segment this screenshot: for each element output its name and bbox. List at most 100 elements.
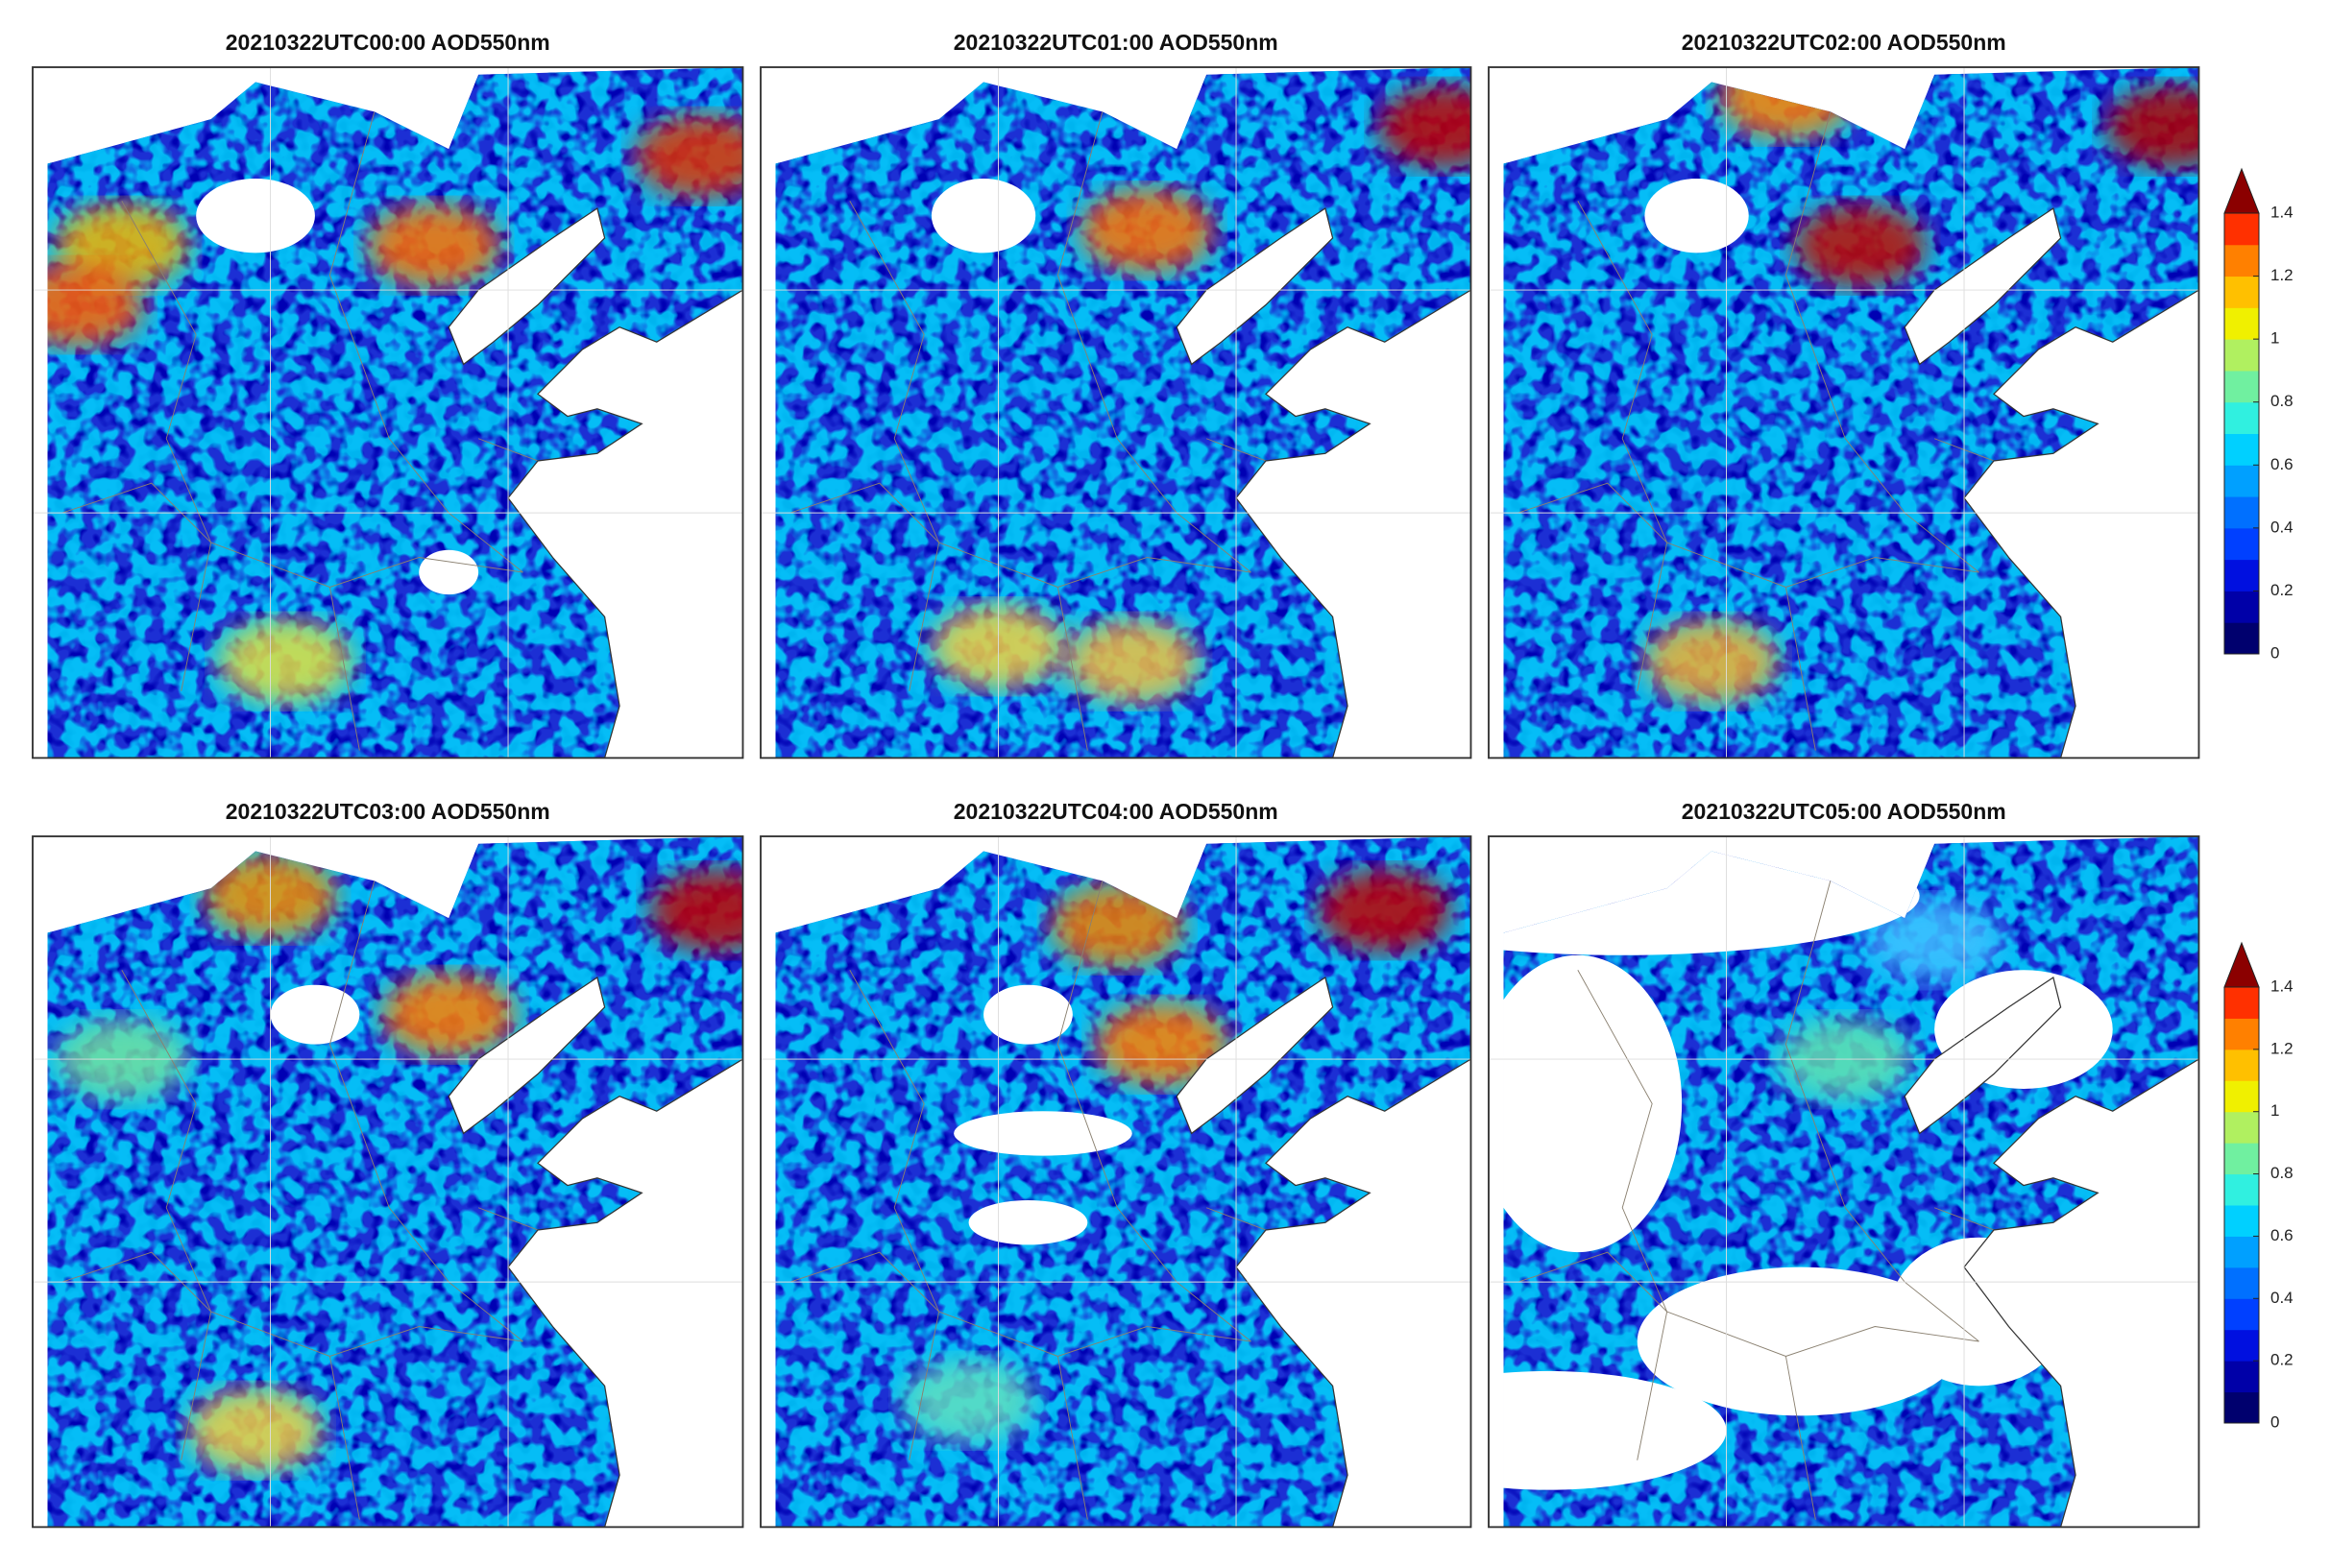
colorbar-tick-label: 1.2	[2270, 266, 2294, 284]
aod-hotspot	[1793, 204, 1928, 287]
map-frame	[760, 66, 1472, 760]
colorbar-band	[2224, 496, 2259, 529]
sea	[1236, 1059, 1471, 1528]
cloud-gap	[270, 984, 360, 1045]
aod-hotspot	[367, 204, 501, 287]
sea	[508, 1059, 743, 1528]
cloud-gap	[954, 1111, 1132, 1156]
aod-hotspot	[1095, 1002, 1229, 1086]
colorbar-extension	[2223, 941, 2260, 988]
colorbar-band	[2224, 1298, 2259, 1331]
colorbar-band	[2224, 559, 2259, 591]
cloud-gap	[1503, 954, 1683, 1253]
map-frame	[32, 66, 744, 760]
colorbar-band	[2224, 622, 2259, 655]
cloud-gap	[931, 179, 1036, 253]
coastline	[1963, 1058, 2199, 1528]
coastline	[1235, 289, 1471, 759]
aod-hotspot	[634, 114, 743, 199]
aod-hotspot	[1377, 84, 1471, 169]
aod-hotspot	[1065, 619, 1200, 704]
aod-hotspot	[47, 263, 145, 347]
panel-title: 20210322UTC05:00 AOD550nm	[1682, 799, 2006, 824]
cloud-gap	[196, 179, 315, 253]
map-panel	[1488, 66, 2200, 760]
coastline	[507, 1058, 743, 1528]
sea	[1964, 1059, 2199, 1528]
colorbar-band	[2224, 307, 2259, 340]
panel-title: 20210322UTC04:00 AOD550nm	[954, 799, 1278, 824]
colorbar-band	[2224, 401, 2259, 434]
map-panel	[760, 835, 1472, 1529]
colorbar-band	[2224, 1080, 2259, 1113]
coastline	[1963, 289, 2199, 759]
bohai-sea	[448, 976, 606, 1135]
aod-hotspot	[901, 1359, 1036, 1443]
colorbar-band	[2224, 1018, 2259, 1050]
panel-title: 20210322UTC03:00 AOD550nm	[226, 799, 550, 824]
colorbar-tick-label: 1.4	[2270, 977, 2294, 995]
colorbar-tick-label: 0.8	[2270, 1164, 2294, 1182]
colorbar-band	[2224, 1329, 2259, 1362]
colorbar-band	[2224, 370, 2259, 403]
bohai-sea	[1176, 976, 1334, 1135]
sea	[1964, 290, 2199, 759]
colorbar-frame	[2223, 212, 2260, 655]
cloud-gap	[1637, 1266, 1965, 1416]
colorbar-tick-label: 0.6	[2270, 1226, 2294, 1244]
bohai-sea	[1904, 206, 2062, 366]
panel-title: 20210322UTC00:00 AOD550nm	[226, 30, 550, 55]
cloud-gap	[1644, 179, 1749, 253]
colorbar-tick-label: 0.2	[2270, 1351, 2294, 1369]
colorbar-tick-label: 1.4	[2270, 203, 2294, 221]
cloud-gap	[968, 1200, 1088, 1245]
colorbar-band	[2224, 276, 2259, 308]
colorbar-band	[2224, 527, 2259, 561]
province-borders	[1517, 880, 1995, 1520]
bohai-sea	[1176, 206, 1334, 366]
colorbar-frame	[2223, 986, 2260, 1424]
sea	[1236, 290, 1471, 759]
colorbar-band	[2224, 339, 2259, 372]
aod-hotspot	[649, 869, 743, 953]
bohai-sea	[448, 206, 606, 366]
panel-title: 20210322UTC01:00 AOD550nm	[954, 30, 1278, 55]
coastline	[1235, 1058, 1471, 1528]
aod-hotspot	[2105, 84, 2199, 169]
province-borders	[61, 880, 539, 1520]
colorbar-band	[2224, 244, 2259, 277]
aod-hotspot	[1867, 898, 2002, 982]
colorbar-band	[2224, 987, 2259, 1019]
colorbar-tick-label: 0.4	[2270, 518, 2294, 536]
colorbar-band	[2224, 1236, 2259, 1268]
aod-hotspot	[218, 619, 352, 704]
map-frame	[760, 835, 1472, 1529]
colorbar-tick-label: 0.8	[2270, 392, 2294, 410]
bohai-sea	[1904, 976, 2062, 1135]
panel-title: 20210322UTC02:00 AOD550nm	[1682, 30, 2006, 55]
colorbar-tick-label: 0	[2270, 643, 2279, 662]
aod-hotspot	[1318, 869, 1452, 953]
aod-hotspot	[188, 1388, 323, 1473]
map-frame	[32, 835, 744, 1529]
map-panel	[32, 835, 744, 1529]
colorbar-tick-label: 0.2	[2270, 581, 2294, 599]
aod-field	[775, 67, 1471, 759]
aod-hotspot	[1080, 188, 1214, 273]
map-panel	[760, 66, 1472, 760]
map-frame	[1488, 835, 2200, 1529]
colorbar-band	[2224, 1391, 2259, 1424]
province-borders	[789, 880, 1267, 1520]
province-borders	[61, 111, 539, 751]
province-borders	[1517, 111, 1995, 751]
coastline	[507, 289, 743, 759]
sea	[508, 290, 743, 759]
aod-hotspot	[381, 973, 516, 1056]
colorbar-band	[2224, 465, 2259, 497]
colorbar-tick-label: 0	[2270, 1412, 2279, 1431]
map-frame	[1488, 66, 2200, 760]
province-borders	[789, 111, 1267, 751]
colorbar-band	[2224, 1049, 2259, 1081]
